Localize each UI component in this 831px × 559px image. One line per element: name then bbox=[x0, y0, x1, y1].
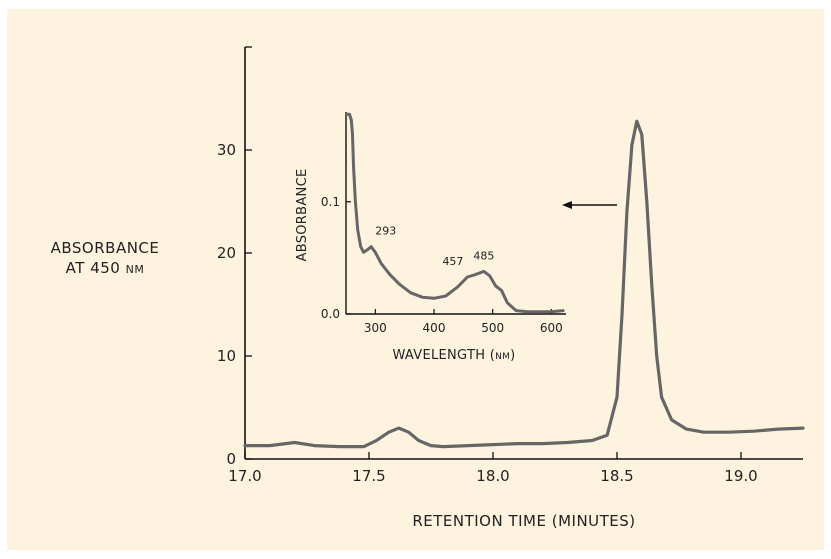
chromatogram-series-line bbox=[243, 119, 805, 449]
main-chart: 17.0 17.5 18.0 18.5 19.0 0 10 20 30 RETENTION TIM… bbox=[51, 46, 805, 530]
x-tick-label: 18.0 bbox=[476, 467, 509, 485]
inset-y-axis-title: ABSORBANCE bbox=[295, 169, 310, 262]
y-axis-title-line2: AT 450 nm bbox=[66, 259, 145, 277]
peak-label: 485 bbox=[473, 249, 494, 262]
inset-y-tick-label: 0.1 bbox=[321, 195, 340, 209]
x-axis-title: RETENTION TIME (MINUTES) bbox=[412, 512, 635, 530]
y-tick-label: 20 bbox=[217, 244, 236, 262]
inset-x-tick-label: 500 bbox=[481, 321, 504, 335]
spectrum-series-line bbox=[345, 112, 565, 314]
inset-x-tick-label: 300 bbox=[364, 321, 387, 335]
x-tick-label: 18.5 bbox=[600, 467, 633, 485]
inset-x-tick-label: 600 bbox=[540, 321, 563, 335]
x-tick-label: 19.0 bbox=[724, 467, 757, 485]
y-tick-label: 0 bbox=[226, 450, 236, 468]
x-tick-label: 17.5 bbox=[352, 467, 385, 485]
y-tick-label: 10 bbox=[217, 347, 236, 365]
inset-chart: 300 400 500 600 0.0 0.1 WAVELENGTH (nm) ABSORBA… bbox=[295, 112, 566, 363]
arrow-head bbox=[562, 201, 572, 209]
inset-y-tick-label: 0.0 bbox=[321, 307, 340, 321]
y-axis-title-line1: ABSORBANCE bbox=[51, 239, 160, 257]
x-tick-label: 17.0 bbox=[228, 467, 261, 485]
y-tick-label: 30 bbox=[217, 141, 236, 159]
peak-label: 293 bbox=[375, 225, 396, 238]
peak-label: 457 bbox=[442, 255, 463, 268]
inset-x-tick-label: 400 bbox=[423, 321, 446, 335]
inset-x-axis-title: WAVELENGTH (nm) bbox=[392, 348, 515, 363]
chart-background bbox=[7, 9, 824, 550]
